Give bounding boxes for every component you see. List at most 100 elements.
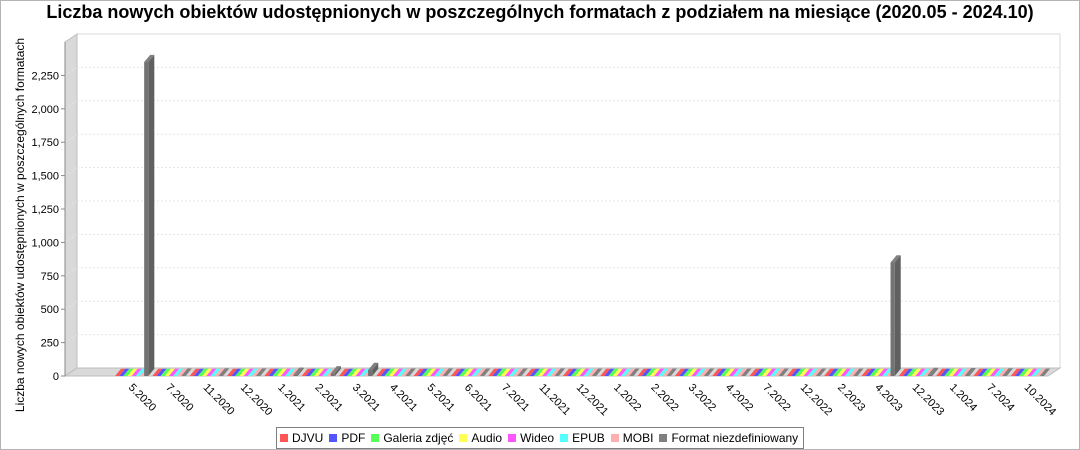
bar-top [123, 368, 134, 376]
legend-swatch [560, 434, 569, 442]
bar-top [575, 368, 586, 376]
bar-top [620, 368, 632, 376]
bar-side [670, 368, 677, 376]
bar-top [351, 368, 362, 376]
bar-top [1031, 368, 1042, 376]
legend-item: PDF [329, 431, 365, 445]
bar-top [1010, 368, 1021, 376]
bar [965, 375, 970, 376]
bar-top [977, 368, 988, 376]
bar [330, 373, 335, 376]
legend-item: MOBI [610, 431, 653, 445]
x-tick-label: 3.2021 [350, 382, 382, 414]
bar-top [318, 368, 329, 376]
bar-top [567, 368, 578, 376]
legend-label: Wideo [520, 431, 555, 445]
bar-top [417, 368, 428, 376]
bar-side [708, 368, 715, 376]
gridline-wall [64, 267, 78, 277]
y-tick-label: 1,000 [31, 237, 59, 249]
chart-title: Liczba nowych obiektów udostępnionych w … [46, 2, 1034, 22]
bar-top [732, 368, 744, 376]
bar-top [562, 368, 574, 376]
bar-side [372, 362, 379, 376]
bar-top [940, 368, 951, 376]
bar-top [898, 368, 909, 376]
bar-top [127, 368, 138, 376]
x-tick-label: 6.2021 [462, 382, 494, 414]
bar-top [795, 368, 806, 376]
bar-top [737, 368, 748, 376]
bar-top [956, 368, 968, 376]
bar-top [790, 368, 802, 376]
bar-top [247, 368, 258, 376]
bar-top [952, 368, 963, 376]
bar-top [571, 368, 582, 376]
bar-top [654, 368, 665, 376]
legend-label: Format niezdefiniowany [671, 431, 799, 445]
plot-back-wall [76, 33, 1061, 369]
bar-top [799, 368, 810, 376]
bar-top [753, 368, 764, 376]
bar-side [260, 368, 267, 376]
bar-side [1006, 368, 1013, 376]
bar-top [832, 368, 843, 376]
bar-top [741, 368, 752, 376]
bar-top [815, 368, 827, 376]
bar-top [168, 368, 180, 376]
bar-top [645, 368, 656, 376]
gridline-wall [64, 233, 78, 243]
legend-label: Galeria zdjęć [383, 431, 454, 445]
bar-top [1002, 368, 1013, 376]
bar-top [869, 368, 880, 376]
bar-top [492, 368, 503, 376]
bar-top [156, 368, 167, 376]
bar-top [131, 368, 142, 376]
bar-top [384, 368, 395, 376]
bar-top [280, 368, 292, 376]
bar-top [770, 368, 781, 376]
y-tick-label: 1,250 [31, 204, 59, 216]
bar-top [305, 368, 316, 376]
bar-top [1014, 368, 1026, 376]
bar-top [1027, 368, 1038, 376]
legend-label: DJVU [292, 431, 324, 445]
bar-top [314, 368, 325, 376]
x-tick-label: 4.2021 [387, 382, 419, 414]
bar-top [973, 368, 984, 376]
bar-top [181, 368, 192, 376]
gridline-wall [64, 200, 78, 210]
bar-side [409, 368, 416, 376]
y-tick-label: 2,000 [31, 104, 59, 116]
legend-swatch [459, 434, 468, 442]
bar-top [994, 368, 1005, 376]
bar-top [173, 368, 184, 376]
bar-top [890, 255, 901, 263]
bar-top [985, 368, 997, 376]
legend-item: Wideo [508, 431, 554, 445]
bar-top [115, 368, 126, 376]
bar-top [496, 368, 507, 376]
bar-top [836, 368, 847, 376]
bar-top [807, 368, 818, 376]
bar-top [239, 368, 250, 376]
x-tick-label: 4.2022 [723, 382, 755, 414]
bar-top [546, 368, 557, 376]
gridline-wall [64, 66, 78, 76]
x-tick-label: 2.2022 [648, 382, 680, 414]
bar-top [231, 368, 242, 376]
x-tick-label: 10.2024 [1022, 382, 1059, 419]
bar-top [625, 368, 636, 376]
x-tick-label: 3.2022 [686, 382, 718, 414]
bar-top [720, 368, 731, 376]
bar-top [392, 368, 404, 376]
bar-top [119, 368, 130, 376]
bar-top [480, 368, 491, 376]
bar-top [786, 368, 797, 376]
legend-item: Format niezdefiniowany [659, 431, 798, 445]
bar-top [695, 368, 706, 376]
bar-top [430, 368, 441, 376]
bar-side [596, 368, 603, 376]
bar-top [488, 368, 499, 376]
bar-top [716, 368, 727, 376]
